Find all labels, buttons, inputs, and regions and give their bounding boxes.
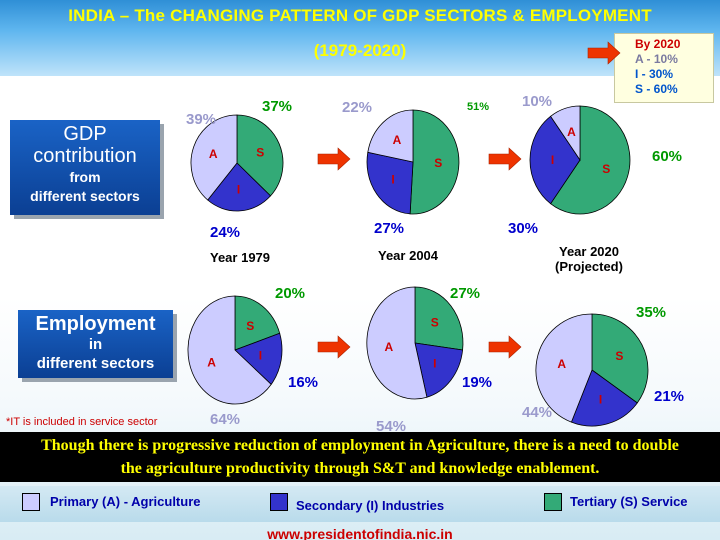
gdp-label-line4: different sectors bbox=[30, 188, 140, 204]
emp-1979-slice-i bbox=[234, 332, 283, 386]
gdp-1979-i-label: 24% bbox=[210, 224, 241, 241]
emp-2004-slice-a bbox=[366, 286, 428, 400]
emp-2020-slice-i bbox=[570, 369, 638, 427]
emp-1979-slice-s bbox=[234, 295, 281, 351]
arrow-gdp-2-icon bbox=[488, 147, 522, 171]
emp-1979-i-label: 16% bbox=[288, 374, 319, 391]
employment-label-line1: Employment bbox=[35, 313, 156, 335]
projection-line-s: S - 60% bbox=[635, 82, 678, 96]
gdp-label-line3: from bbox=[69, 169, 101, 185]
emp-1979-s-label: 20% bbox=[275, 285, 306, 302]
projection-box: By 2020 A - 10% I - 30% S - 60% bbox=[614, 33, 714, 103]
gdp-1979-slice-s bbox=[236, 114, 284, 197]
emp-2004-slice-i bbox=[414, 342, 464, 398]
arrow-gdp-1-icon bbox=[317, 147, 351, 171]
emp-2020-a-label: 44% bbox=[522, 404, 553, 421]
emp-1979-slice-a bbox=[187, 295, 272, 405]
emp-2004-s-label: 27% bbox=[450, 285, 481, 302]
emp-2020-slice-a bbox=[535, 313, 593, 423]
gdp-2020-slice-i bbox=[529, 115, 581, 205]
legend: Primary (A) - Agriculture Secondary (I) … bbox=[0, 486, 720, 522]
gdp-label-line2: contribution bbox=[33, 145, 137, 167]
page-title: INDIA – The CHANGING PATTERN OF GDP SECT… bbox=[68, 6, 652, 25]
arrow-projection-icon bbox=[587, 41, 621, 65]
emp-2004-a-label: 54% bbox=[376, 418, 407, 435]
title-bar bbox=[0, 0, 720, 76]
gdp-2020-year-line2: (Projected) bbox=[555, 259, 623, 274]
gdp-2020-slice-s bbox=[550, 105, 631, 215]
gdp-2020-slice-s-letter: S bbox=[602, 162, 610, 176]
gdp-1979-slice-a-letter: A bbox=[209, 147, 218, 161]
emp-2020-slice-i-letter: I bbox=[599, 393, 602, 407]
emp-2020-slice-s bbox=[591, 313, 649, 404]
emp-1979-slice-i-letter: I bbox=[259, 349, 262, 363]
emp-1979-slice-a-letter: A bbox=[207, 356, 216, 370]
projection-heading: By 2020 bbox=[635, 37, 681, 51]
emp-2020-slice-a-letter: A bbox=[557, 357, 566, 371]
emp-2020-slice-s-letter: S bbox=[615, 349, 623, 363]
legend-label-agriculture: Primary (A) - Agriculture bbox=[50, 494, 201, 509]
emp-2004-slice-i-letter: I bbox=[433, 356, 436, 370]
gdp-2020-year: Year 2020 (Projected) bbox=[548, 244, 630, 274]
gdp-2004-year: Year 2004 bbox=[378, 248, 439, 263]
emp-2004-slice-s bbox=[414, 286, 464, 351]
gdp-1979-slice-s-letter: S bbox=[256, 146, 264, 160]
gdp-2004-s-label: 51% bbox=[467, 101, 490, 113]
it-note: *IT is included in service sector bbox=[6, 416, 158, 428]
gdp-label-line1: GDP bbox=[63, 123, 107, 145]
employment-label-line3: different sectors bbox=[36, 355, 155, 372]
gdp-2004-slice-s-letter: S bbox=[434, 156, 442, 170]
gdp-2004-slice-a bbox=[367, 109, 414, 163]
emp-2020-i-label: 21% bbox=[654, 388, 685, 405]
gdp-2020-s-label: 60% bbox=[652, 148, 683, 165]
emp-1979-a-label: 64% bbox=[210, 411, 241, 428]
gdp-2004-slice-a-letter: A bbox=[393, 133, 402, 147]
emp-2004-i-label: 19% bbox=[462, 374, 493, 391]
emp-1979-slice-s-letter: S bbox=[246, 319, 254, 333]
emp-2004-slice-a-letter: A bbox=[384, 340, 393, 354]
gdp-2020-slice-a-letter: A bbox=[567, 125, 576, 139]
arrow-emp-2-icon bbox=[488, 335, 522, 359]
gdp-1979-slice-i bbox=[207, 162, 272, 212]
legend-swatch-agriculture bbox=[22, 493, 40, 511]
message-banner: Though there is progressive reduction of… bbox=[0, 432, 720, 482]
gdp-2004-i-label: 27% bbox=[374, 220, 405, 237]
gdp-2004-a-label: 22% bbox=[342, 99, 373, 116]
employment-label-line2: in bbox=[88, 336, 103, 353]
emp-2020-s-label: 35% bbox=[636, 304, 667, 321]
footer-url: www.presidentofindia.nic.in bbox=[267, 526, 453, 540]
gdp-1979-slice-a bbox=[190, 114, 238, 201]
banner-line1: Though there is progressive reduction of… bbox=[41, 437, 679, 454]
banner-line2: the agriculture productivity through S&T… bbox=[120, 460, 600, 477]
gdp-2020-year-line1: Year 2020 bbox=[558, 244, 619, 259]
gdp-2020-a-label: 10% bbox=[522, 93, 553, 110]
emp-2004-slice-s-letter: S bbox=[431, 316, 439, 330]
gdp-1979-s-label: 37% bbox=[262, 98, 293, 115]
page-subtitle: (1979-2020) bbox=[313, 41, 407, 60]
projection-line-i: I - 30% bbox=[635, 67, 674, 81]
gdp-1979-a-label: 39% bbox=[186, 111, 217, 128]
legend-label-industry: Secondary (I) Industries bbox=[296, 498, 445, 513]
gdp-1979-year: Year 1979 bbox=[210, 250, 271, 265]
employment-label-box: Employment in different sectors bbox=[18, 310, 173, 378]
gdp-2020-slice-i-letter: I bbox=[551, 153, 554, 167]
projection-line-a: A - 10% bbox=[635, 52, 678, 66]
gdp-2004-slice-i-letter: I bbox=[391, 173, 394, 187]
arrow-emp-1-icon bbox=[317, 335, 351, 359]
legend-swatch-service bbox=[544, 493, 562, 511]
gdp-2004-slice-i bbox=[366, 151, 414, 215]
gdp-2004-slice-s bbox=[409, 109, 460, 215]
legend-swatch-industry bbox=[270, 493, 288, 511]
gdp-label-box: GDP contribution from different sectors bbox=[10, 120, 160, 215]
legend-label-service: Tertiary (S) Service bbox=[570, 494, 688, 509]
gdp-2020-slice-a bbox=[550, 105, 581, 162]
gdp-2020-i-label: 30% bbox=[508, 220, 539, 237]
gdp-1979-slice-i-letter: I bbox=[237, 182, 240, 196]
